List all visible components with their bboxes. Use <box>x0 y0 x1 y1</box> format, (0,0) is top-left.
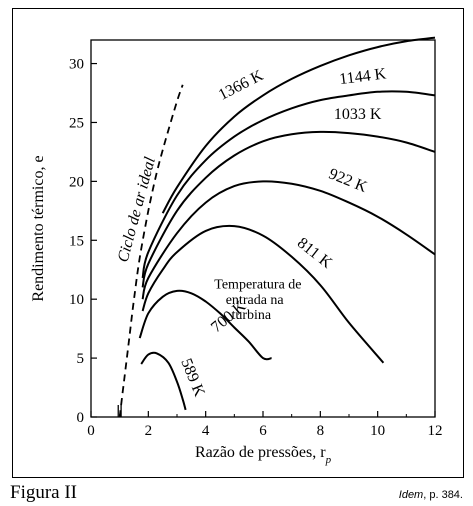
series-label-589k: 589 K <box>177 356 208 399</box>
series-label-1144k: 1144 K <box>338 65 387 88</box>
series-line-1144k <box>141 90 436 279</box>
x-axis-label: Razão de pressões, rp <box>195 444 332 466</box>
annotation-line: entrada na <box>226 293 285 308</box>
figure-frame: 0 2 4 6 8 10 12 0 5 10 15 20 25 30 Razão de pressões, … <box>12 8 464 478</box>
x-tick-label: 4 <box>202 423 210 439</box>
ideal-cycle-label: Ciclo de ar ideal <box>115 155 160 264</box>
x-tick-label: 0 <box>87 423 95 439</box>
source-rest: , p. 384. <box>423 489 463 501</box>
series-layer <box>118 36 436 418</box>
series-line-1366k <box>161 36 436 214</box>
x-tick-label: 8 <box>317 423 325 439</box>
y-tick-label: 20 <box>69 174 84 190</box>
source-italic: Idem <box>398 489 424 501</box>
ideal-cycle-line <box>118 84 184 418</box>
x-tick-label: 12 <box>428 423 443 439</box>
axes: 0 2 4 6 8 10 12 0 5 10 15 20 25 30 Razão de pressões, … <box>30 39 443 466</box>
y-tick-label: 0 <box>77 410 85 426</box>
figure-source: Idem, p. 384. <box>399 489 463 501</box>
annotation-line: Temperatura de <box>214 278 301 293</box>
y-axis-label: Rendimento térmico, e <box>30 155 47 301</box>
series-label-811k: 811 K <box>294 235 336 273</box>
chart: 0 2 4 6 8 10 12 0 5 10 15 20 25 30 Razão de pressões, … <box>30 36 443 466</box>
x-tick-label: 10 <box>370 423 385 439</box>
figure-label: Figura II <box>10 482 78 503</box>
x-tick-label: 2 <box>145 423 153 439</box>
x-tick-label: 6 <box>259 423 267 439</box>
y-tick-label: 15 <box>69 233 84 249</box>
series-label-1033k: 1033 K <box>334 106 382 123</box>
series-line-922k <box>141 180 436 300</box>
series-line-1033k <box>141 130 436 288</box>
series-line-589k <box>140 351 187 411</box>
annotation-line: turbina <box>231 308 271 323</box>
y-tick-label: 5 <box>77 351 85 367</box>
series-label-922k: 922 K <box>326 165 369 196</box>
series-line-700k <box>138 289 272 361</box>
series-line-811k <box>141 224 385 364</box>
y-tick-label: 30 <box>69 57 84 73</box>
y-tick-label: 25 <box>69 115 84 131</box>
y-tick-label: 10 <box>69 292 84 308</box>
